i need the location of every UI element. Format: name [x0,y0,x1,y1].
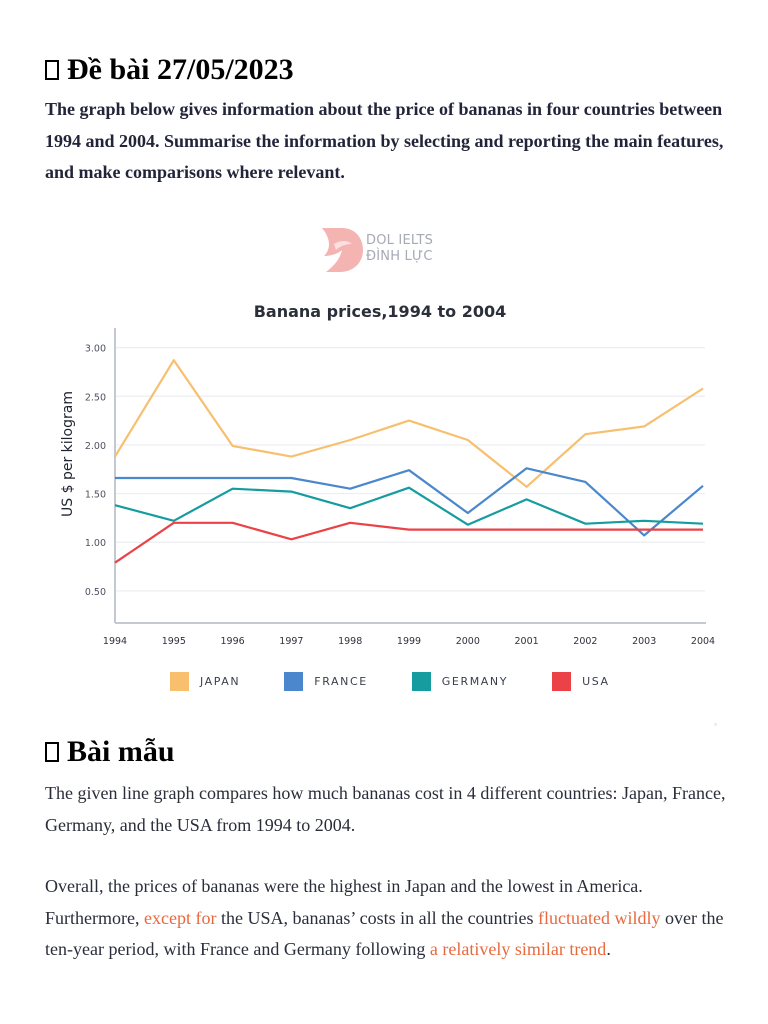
legend-label: GERMANY [441,674,509,688]
sample-heading-text: Bài mẫu [67,735,175,768]
y-tick-label: 2.50 [85,392,106,403]
x-tick-label: 2001 [515,636,539,647]
sample-heading: Bài mẫu [45,732,175,772]
dol-logo-text: DOL IELTS ĐÌNH LỰC [366,233,433,265]
dol-logo-line2: ĐÌNH LỰC [366,249,433,264]
divider-dot [714,723,717,726]
legend-swatch [411,671,431,691]
series-line-germany [114,486,704,526]
legend-item-germany: GERMANY [411,671,509,691]
dol-logo-icon [322,228,363,272]
x-tick-label: 1994 [103,636,127,647]
y-tick-label: 1.50 [85,490,106,501]
x-tick-label: 1996 [221,636,245,647]
legend-label: JAPAN [200,674,241,688]
x-tick-label: 2000 [456,636,480,647]
text-segment: . [606,939,611,959]
missing-glyph-icon [45,60,59,80]
legend-item-usa: USA [552,671,610,691]
legend-swatch [170,671,189,691]
task-heading-text: Đề bài 27/05/2023 [67,53,294,86]
legend-label: FRANCE [314,674,368,688]
text-segment: over the ten-year period, with France an… [45,907,724,960]
legend-swatch [552,671,572,691]
x-tick-label: 1999 [397,636,421,647]
sample-paragraph-2: Overall, the prices of bananas were the … [45,871,735,966]
x-tick-label: 2002 [573,636,597,647]
y-tick-label: 1.00 [85,538,106,549]
series-line-usa [114,521,703,564]
line-chart: Banana prices,1994 to 2004 US $ per kilo… [60,302,715,647]
x-tick-label: 1997 [279,636,303,647]
series-line-france [115,467,704,537]
sample-paragraph-1: The given line graph compares how much b… [45,783,726,835]
highlighted-phrase: except for [143,907,217,928]
highlighted-phrase: fluctuated wildly [538,907,661,928]
y-tick-label: 3.00 [85,344,106,355]
task-prompt: The graph below gives information about … [45,99,724,182]
chart-legend: JAPAN FRANCE GERMANY USA [170,670,610,692]
dol-logo-line1: DOL IELTS [366,233,434,248]
text-segment: Overall, the prices of bananas were the … [45,876,643,928]
chart-title: Banana prices,1994 to 2004 [254,302,507,321]
x-tick-label: 2003 [632,636,656,647]
task-heading: Đề bài 27/05/2023 [45,50,294,90]
x-tick-label: 2004 [691,636,715,647]
legend-item-france: FRANCE [284,671,368,691]
missing-glyph-icon [45,742,59,762]
highlighted-phrase: a relatively similar trend [429,939,607,959]
legend-label: USA [582,674,610,688]
y-axis-label: US $ per kilogram [60,391,76,517]
dol-logo: DOL IELTS ĐÌNH LỰC [320,226,480,274]
series-line-japan [114,359,704,488]
legend-item-japan: JAPAN [170,671,241,691]
x-tick-label: 1998 [338,636,362,647]
y-tick-label: 0.50 [85,587,106,598]
legend-swatch [284,671,304,691]
y-tick-label: 2.00 [85,441,106,452]
x-tick-label: 1995 [162,636,186,647]
text-segment: the USA, bananas’ costs in all the count… [216,907,539,928]
